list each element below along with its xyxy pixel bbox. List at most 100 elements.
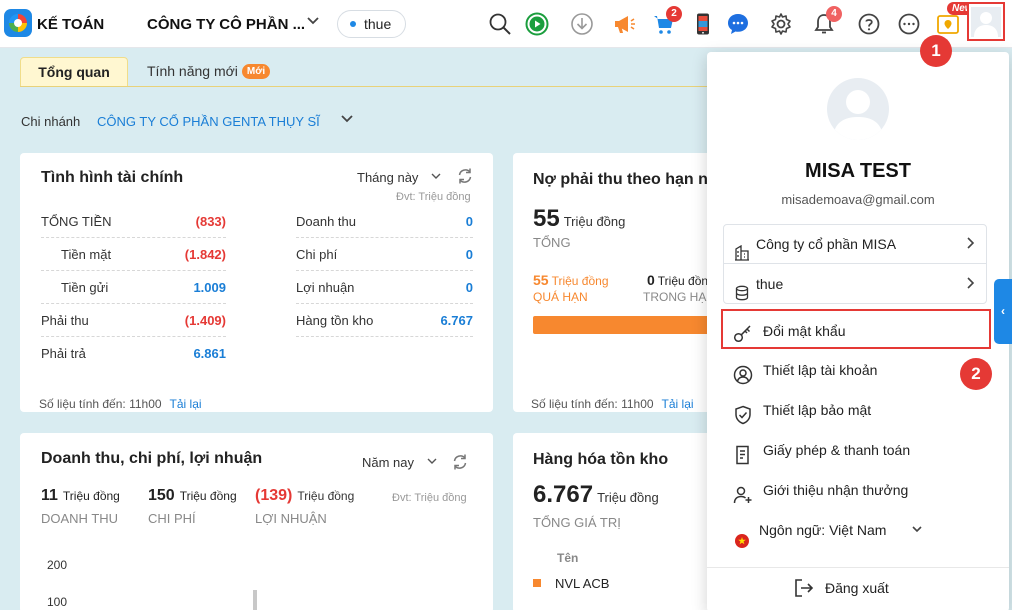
logout-label: Đăng xuất — [825, 580, 889, 597]
side-panel-toggle[interactable]: ‹ — [994, 279, 1012, 344]
row-label: Doanh thu — [296, 214, 356, 229]
cart-badge: 2 — [666, 6, 682, 22]
row-label: Lợi nhuận — [296, 280, 355, 295]
row-value[interactable]: (1.409) — [184, 313, 226, 328]
table-row: Chi phí 0 — [296, 238, 473, 271]
inventory-item[interactable]: NVL ACB — [555, 576, 610, 591]
app-logo-icon[interactable] — [4, 9, 32, 37]
user-plus-icon — [733, 480, 753, 504]
account-settings-item[interactable]: Thiết lập tài khoản — [721, 350, 991, 390]
logout-button[interactable]: Đăng xuất — [793, 578, 889, 601]
refresh-icon[interactable] — [451, 453, 469, 476]
reload-link[interactable]: Tải lại — [661, 397, 694, 411]
avatar-icon — [971, 6, 1001, 37]
company-selector[interactable]: CÔNG TY CÔ PHẦN ... — [147, 16, 306, 33]
key-icon — [733, 319, 753, 343]
row-value[interactable]: 6.767 — [440, 313, 473, 328]
more-icon[interactable] — [897, 12, 921, 36]
step-marker-1: 1 — [920, 35, 952, 67]
help-icon[interactable] — [857, 12, 881, 36]
total-unit: Triệu đồng — [597, 490, 659, 505]
cost-amount[interactable]: 150 Triệu đồng — [148, 487, 237, 505]
chevron-down-icon — [911, 510, 923, 550]
profile-avatar-icon — [827, 78, 889, 140]
profile-context-box: Công ty cổ phần MISA thue — [723, 224, 987, 304]
download-icon[interactable] — [570, 12, 594, 36]
overdue-progress-bar[interactable] — [533, 316, 708, 334]
reload-link[interactable]: Tải lại — [169, 397, 202, 411]
chevron-down-icon — [427, 458, 437, 464]
overdue-value: 55 — [533, 272, 549, 288]
profit-caption: LỢI NHUẬN — [255, 511, 327, 526]
row-label: Phải trả — [41, 346, 86, 361]
refresh-icon[interactable] — [456, 167, 474, 190]
database-selector[interactable]: thue — [337, 10, 407, 38]
license-payment-item[interactable]: Giấy phép & thanh toán — [721, 430, 991, 470]
unit-note: Đvt: Triệu đồng — [392, 492, 467, 504]
period-selector[interactable]: Năm nay — [362, 455, 438, 470]
row-value[interactable]: 0 — [465, 214, 473, 229]
receivable-card: Nợ phải thu theo hạn nợ 55 Triệu đồng TỔN… — [513, 153, 719, 412]
megaphone-icon[interactable] — [612, 12, 636, 36]
row-value[interactable]: (833) — [195, 214, 226, 229]
profile-name: MISA TEST — [805, 160, 911, 182]
table-row: Lợi nhuận 0 — [296, 271, 473, 304]
company-switcher[interactable]: Công ty cổ phần MISA — [724, 225, 986, 264]
inventory-total: 6.767 Triệu đồng — [533, 481, 659, 509]
gear-icon[interactable] — [769, 12, 793, 36]
app-name[interactable]: KẾ TOÁN — [37, 16, 105, 33]
branch-chevron-down-icon[interactable] — [340, 112, 354, 129]
bell-icon[interactable]: 4 — [812, 6, 842, 36]
item-label: Thiết lập tài khoản — [763, 362, 878, 378]
database-switcher[interactable]: thue — [724, 265, 986, 304]
database-name: thue — [756, 276, 784, 292]
row-value[interactable]: 6.861 — [193, 346, 226, 361]
row-value[interactable]: 0 — [465, 247, 473, 262]
item-label: Giấy phép & thanh toán — [763, 442, 911, 458]
shield-icon — [733, 400, 753, 425]
total-caption: TỔNG GIÁ TRỊ — [533, 515, 621, 530]
user-avatar-button[interactable] — [967, 2, 1005, 41]
profit-unit: Triệu đồng — [297, 489, 355, 503]
new-badge: Mới — [241, 63, 271, 79]
chevron-down-icon[interactable] — [306, 14, 320, 31]
gift-icon[interactable] — [936, 12, 960, 36]
play-icon[interactable] — [525, 12, 549, 36]
revenue-amount[interactable]: 11 Triệu đồng — [41, 487, 120, 505]
revenue-caption: DOANH THU — [41, 511, 119, 526]
table-row: Hàng tồn kho 6.767 — [296, 304, 473, 337]
tab-overview[interactable]: Tổng quan — [20, 57, 128, 87]
search-icon[interactable] — [488, 12, 512, 36]
branch-selector[interactable]: CÔNG TY CỔ PHẦN GENTA THỤY SĨ — [97, 114, 320, 129]
row-label: Phải thu — [41, 313, 89, 328]
revenue-unit: Triệu đồng — [62, 489, 120, 503]
row-value[interactable]: 0 — [465, 280, 473, 295]
change-password-item[interactable]: Đổi mật khẩu — [721, 309, 991, 349]
chat-icon[interactable] — [726, 12, 750, 36]
y-axis-label: 200 — [47, 558, 68, 572]
language-selector[interactable]: Ngôn ngữ: Việt Nam — [721, 510, 991, 550]
branch-label: Chi nhánh — [21, 114, 81, 129]
profit-amount[interactable]: (139) Triệu đồng — [255, 487, 354, 505]
item-label: Giới thiệu nhận thưởng — [763, 482, 909, 498]
timestamp-text: Số liệu tính đến: 11h00 — [39, 397, 162, 411]
cart-icon[interactable]: 2 — [652, 6, 682, 36]
ontime-amount[interactable]: 0 Triệu đồng — [647, 272, 715, 288]
phone-icon[interactable] — [691, 12, 715, 36]
y-axis-label: 100 — [47, 595, 68, 609]
row-value[interactable]: 1.009 — [193, 280, 226, 295]
ontime-caption: TRONG HẠN — [643, 290, 715, 304]
period-selector[interactable]: Tháng này — [357, 170, 442, 185]
overdue-amount[interactable]: 55 Triệu đồng — [533, 272, 609, 288]
user-circle-icon — [733, 360, 753, 385]
table-row: Tiền gửi 1.009 — [41, 271, 226, 304]
tab-new-features[interactable]: Tính năng mới Mới — [147, 57, 271, 87]
row-value[interactable]: (1.842) — [184, 247, 226, 262]
building-icon — [734, 237, 750, 276]
referral-item[interactable]: Giới thiệu nhận thưởng — [721, 470, 991, 510]
item-label: Đổi mật khẩu — [763, 323, 846, 339]
chart-bar[interactable] — [253, 590, 257, 610]
document-icon — [733, 440, 753, 465]
security-settings-item[interactable]: Thiết lập bảo mật — [721, 390, 991, 430]
logout-icon — [793, 578, 815, 601]
